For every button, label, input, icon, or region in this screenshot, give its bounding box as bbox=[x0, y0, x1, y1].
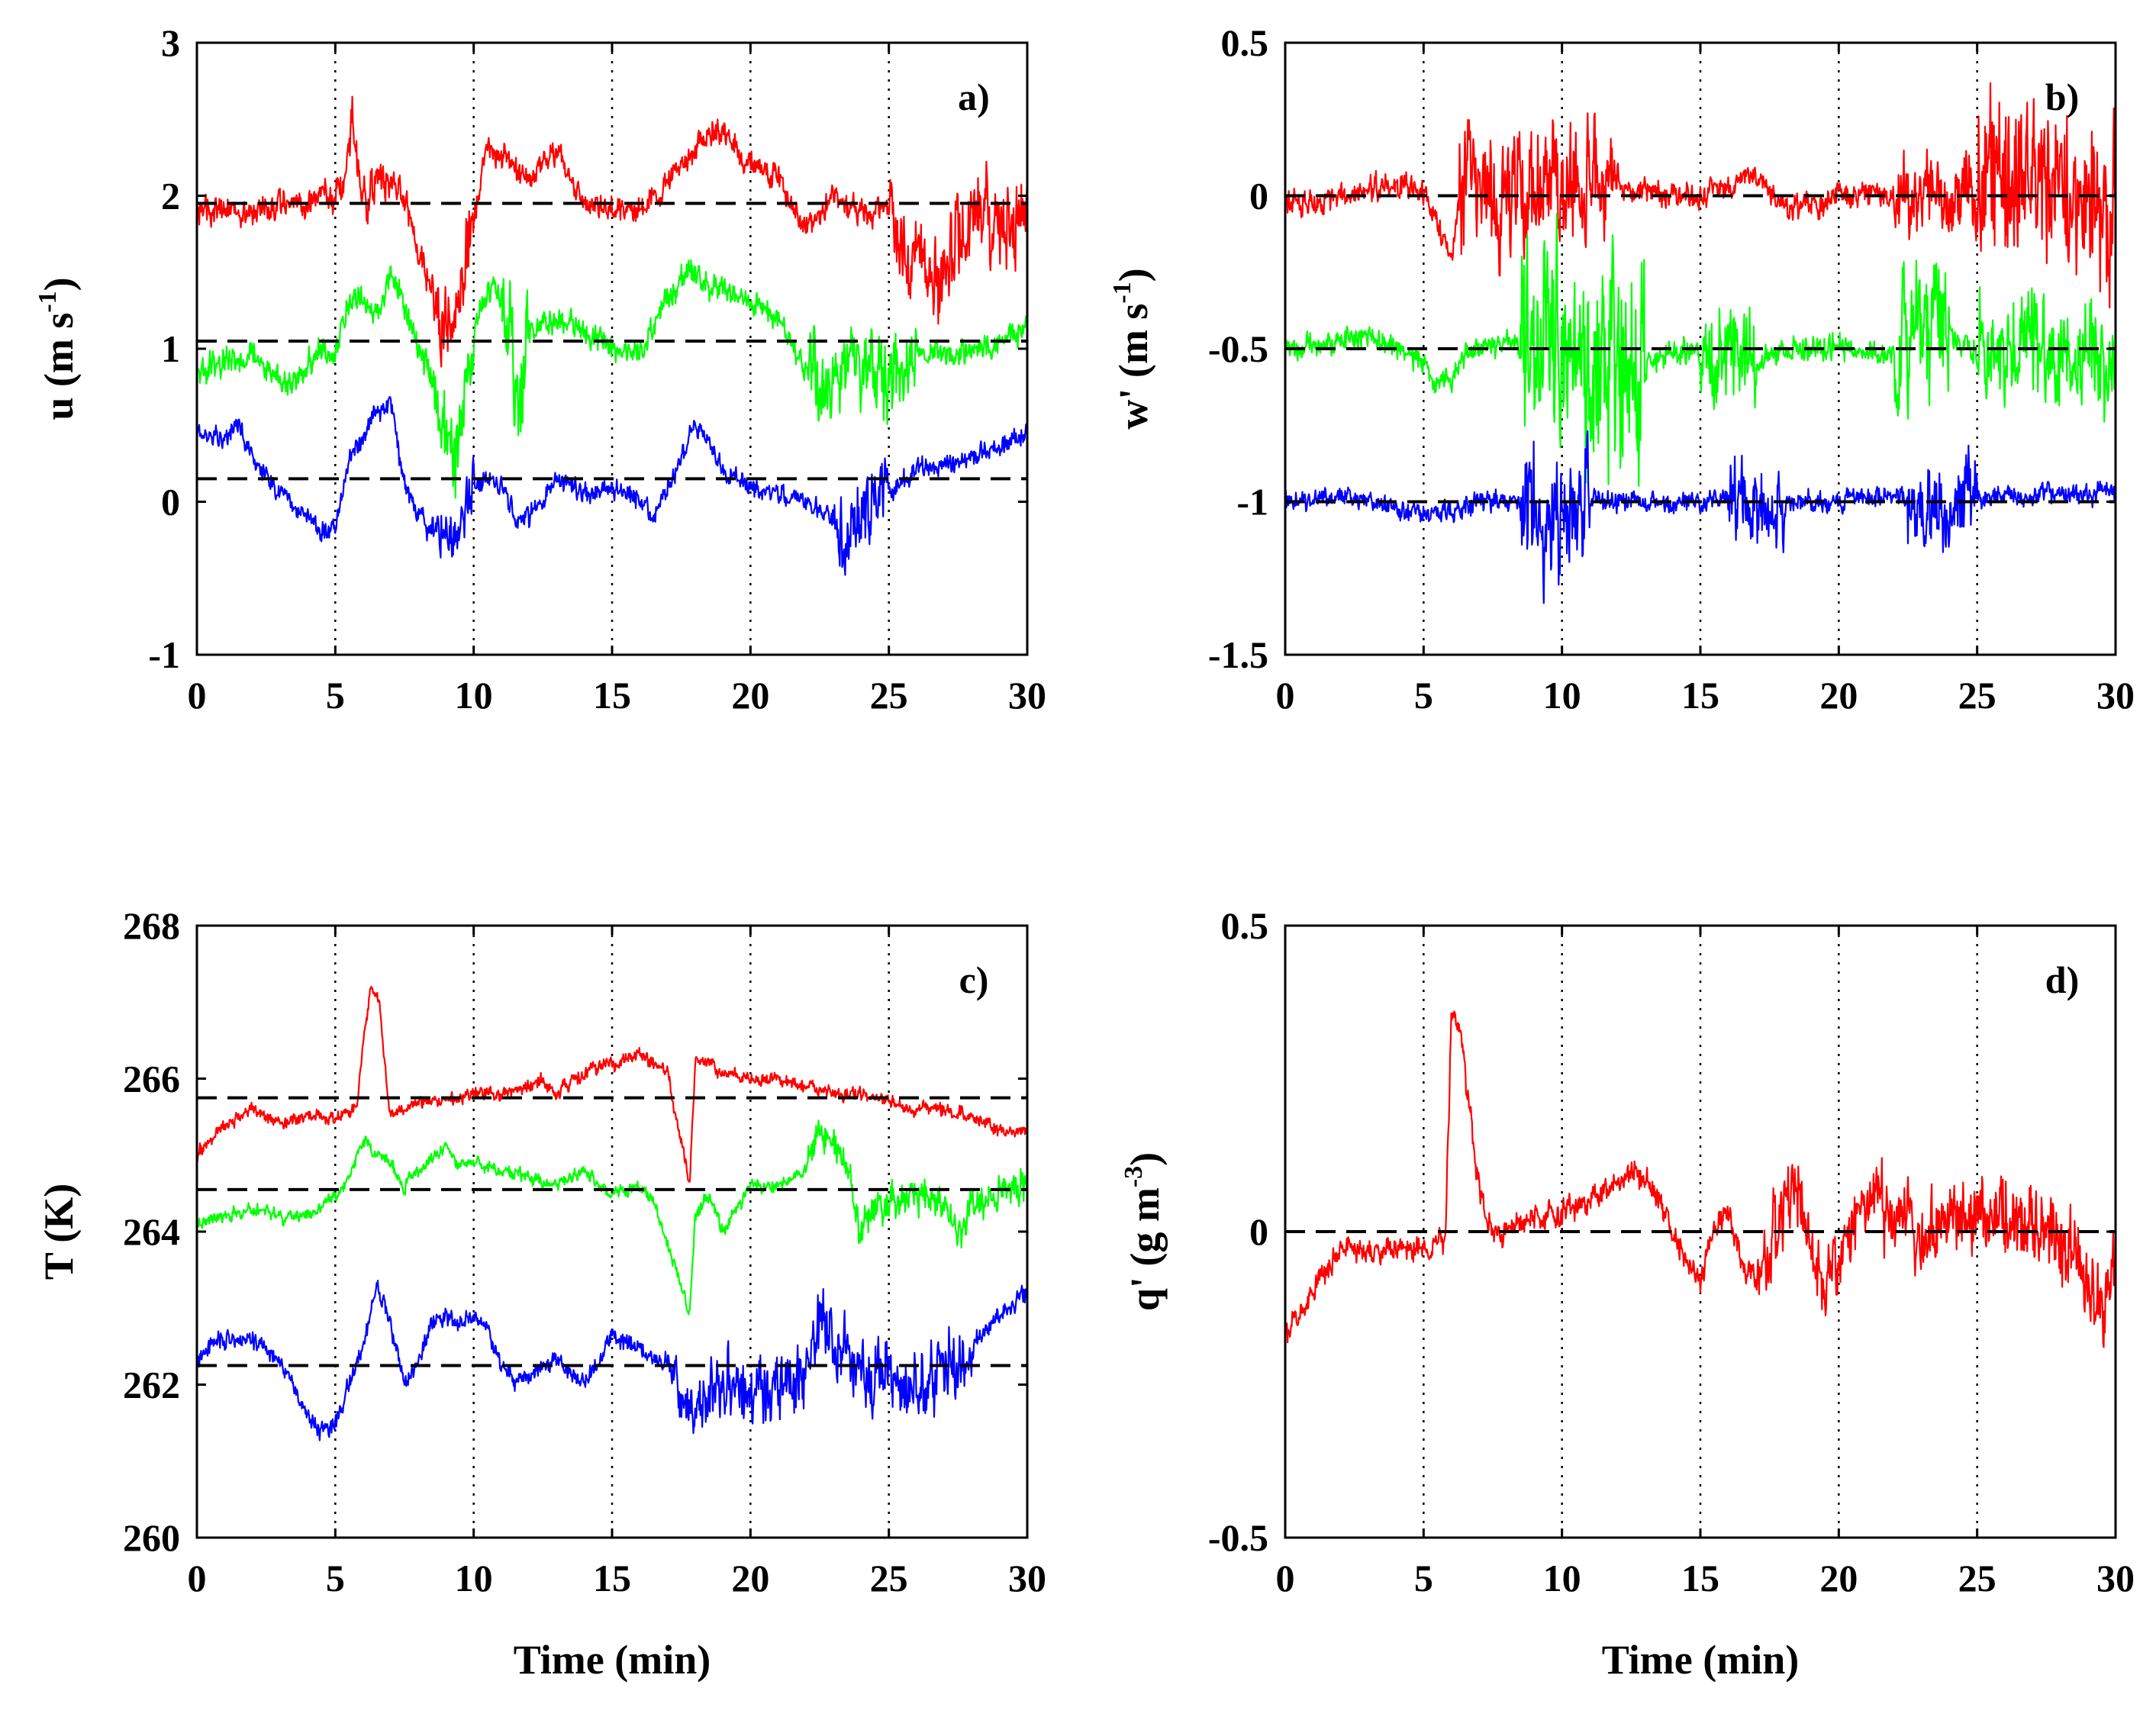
y-tick-label: 0.5 bbox=[1221, 904, 1269, 947]
y-axis-label-superscript: -1 bbox=[34, 291, 62, 312]
x-tick-label: 5 bbox=[1414, 674, 1433, 717]
x-tick-label: 10 bbox=[1543, 674, 1581, 717]
y-tick-label: -1.5 bbox=[1208, 633, 1268, 676]
x-tick-label: 25 bbox=[870, 1557, 908, 1599]
y-tick-label: -1 bbox=[148, 633, 180, 676]
y-tick-label: 1 bbox=[161, 327, 180, 370]
panel-tag: c) bbox=[959, 958, 989, 1001]
panel-tag: b) bbox=[2045, 76, 2079, 118]
x-tick-label: 15 bbox=[1681, 1557, 1719, 1599]
x-tick-label: 25 bbox=[870, 674, 908, 717]
y-axis-label: w' (m s-1) bbox=[1108, 268, 1156, 429]
series-line-green bbox=[1285, 213, 2116, 487]
x-axis-label: Time (min) bbox=[514, 1637, 711, 1683]
y-axis-label-superscript: -1 bbox=[1108, 282, 1136, 303]
x-tick-label: 0 bbox=[188, 1557, 207, 1599]
series-line-green bbox=[197, 259, 1027, 499]
series-group bbox=[197, 985, 1027, 1441]
y-tick-label: 262 bbox=[123, 1364, 180, 1406]
x-axis-label: Time (min) bbox=[1602, 1637, 1799, 1683]
y-tick-label: 0.5 bbox=[1221, 21, 1269, 64]
series-line-blue bbox=[197, 395, 1027, 576]
x-tick-label: 25 bbox=[1958, 674, 1996, 717]
series-group bbox=[1285, 1010, 2116, 1348]
y-tick-label: 266 bbox=[123, 1058, 180, 1100]
y-axis-label: q' (g m-3) bbox=[1120, 1152, 1168, 1311]
y-axis-label-main: q' (g m bbox=[1122, 1187, 1168, 1311]
y-axis-label: u (m s-1) bbox=[34, 277, 82, 420]
series-line-blue bbox=[1285, 430, 2116, 604]
y-axis-label-close: ) bbox=[1122, 1152, 1168, 1166]
y-tick-label: -1 bbox=[1236, 481, 1268, 523]
series-group bbox=[197, 95, 1027, 576]
x-tick-label: 15 bbox=[1681, 674, 1719, 717]
x-tick-label: 30 bbox=[2096, 674, 2135, 717]
y-tick-label: 3 bbox=[161, 21, 180, 64]
panel-d-q-prime: 0 5 10 15 20 25 30-0.500.5d)q' (g m-3)Time (mi… bbox=[1120, 904, 2135, 1683]
y-axis-label-close: ) bbox=[36, 277, 82, 291]
x-tick-label: 20 bbox=[1819, 1557, 1858, 1599]
x-tick-label: 10 bbox=[1543, 1557, 1581, 1599]
y-tick-label: -0.5 bbox=[1208, 327, 1268, 370]
series-line-red bbox=[197, 985, 1027, 1183]
x-tick-label: 10 bbox=[455, 674, 493, 717]
x-tick-label: 30 bbox=[1008, 1557, 1046, 1599]
x-tick-label: 5 bbox=[1414, 1557, 1433, 1599]
y-tick-label: 0 bbox=[1249, 1210, 1268, 1253]
panel-tag: d) bbox=[2045, 958, 2079, 1001]
x-tick-label: 30 bbox=[1008, 674, 1046, 717]
x-tick-label: 30 bbox=[2096, 1557, 2135, 1599]
y-axis-label-superscript: -3 bbox=[1120, 1166, 1148, 1187]
y-tick-label: -0.5 bbox=[1208, 1516, 1268, 1559]
y-axis-label: T (K) bbox=[36, 1184, 82, 1280]
y-tick-label: 0 bbox=[161, 481, 180, 523]
y-axis-label-close: ) bbox=[1110, 268, 1156, 282]
y-tick-label: 264 bbox=[123, 1210, 180, 1253]
x-tick-label: 20 bbox=[731, 1557, 769, 1599]
panel-tag: a) bbox=[958, 76, 990, 118]
x-tick-label: 10 bbox=[455, 1557, 493, 1599]
series-line-green bbox=[197, 1119, 1027, 1316]
series-line-red bbox=[1285, 82, 2116, 309]
x-tick-label: 15 bbox=[593, 1557, 631, 1599]
panel-c-temperature: 0 5 10 15 20 25 30 260 262 264 266 268 c) T (K) Time (… bbox=[36, 904, 1046, 1683]
x-tick-label: 15 bbox=[593, 674, 631, 717]
series-group bbox=[1285, 82, 2116, 604]
y-axis-label-main: w' (m s bbox=[1110, 304, 1156, 430]
x-tick-label: 20 bbox=[731, 674, 769, 717]
y-axis-label-main: u (m s bbox=[36, 313, 82, 420]
x-tick-label: 0 bbox=[188, 674, 207, 717]
y-tick-label: 268 bbox=[123, 904, 180, 947]
series-line-blue bbox=[197, 1280, 1027, 1441]
series-line-red bbox=[1285, 1010, 2116, 1348]
x-tick-label: 5 bbox=[326, 674, 345, 717]
y-tick-label: 0 bbox=[1249, 175, 1268, 217]
y-tick-label: 260 bbox=[123, 1516, 180, 1559]
y-tick-label: 2 bbox=[161, 175, 180, 217]
x-tick-label: 0 bbox=[1276, 1557, 1295, 1599]
x-tick-label: 0 bbox=[1276, 674, 1295, 717]
series-line-red bbox=[197, 95, 1027, 368]
x-tick-label: 20 bbox=[1819, 674, 1858, 717]
panel-b-w-prime: 0 5 10 15 20 25 30-1.5-1-0.500.5b)w' (m s-1) bbox=[1108, 21, 2135, 717]
x-tick-label: 25 bbox=[1958, 1557, 1996, 1599]
x-tick-label: 5 bbox=[326, 1557, 345, 1599]
y-axis-label-main: T (K) bbox=[36, 1184, 82, 1280]
